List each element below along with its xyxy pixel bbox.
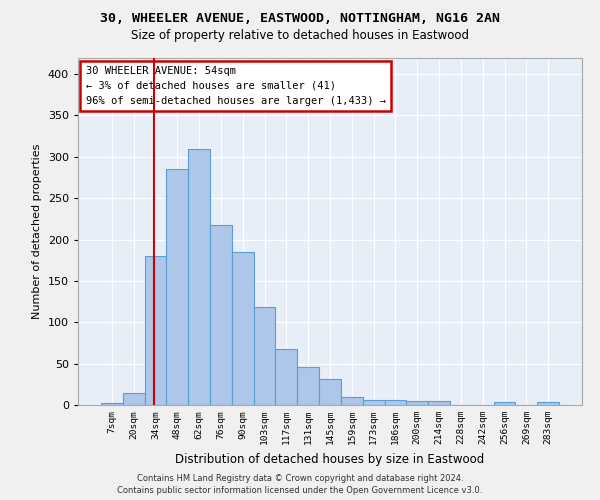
- Bar: [254, 308, 275, 405]
- Bar: [145, 256, 166, 405]
- Bar: [166, 169, 188, 405]
- Y-axis label: Number of detached properties: Number of detached properties: [32, 144, 42, 319]
- Bar: [363, 400, 385, 405]
- Text: Contains public sector information licensed under the Open Government Licence v3: Contains public sector information licen…: [118, 486, 482, 495]
- Text: 30, WHEELER AVENUE, EASTWOOD, NOTTINGHAM, NG16 2AN: 30, WHEELER AVENUE, EASTWOOD, NOTTINGHAM…: [100, 12, 500, 26]
- Text: Size of property relative to detached houses in Eastwood: Size of property relative to detached ho…: [131, 29, 469, 42]
- Bar: [123, 392, 145, 405]
- Bar: [275, 348, 297, 405]
- Bar: [428, 401, 450, 405]
- Text: Contains HM Land Registry data © Crown copyright and database right 2024.: Contains HM Land Registry data © Crown c…: [137, 474, 463, 483]
- Bar: [494, 402, 515, 405]
- Bar: [188, 148, 210, 405]
- Bar: [385, 400, 406, 405]
- Bar: [232, 252, 254, 405]
- Bar: [537, 402, 559, 405]
- X-axis label: Distribution of detached houses by size in Eastwood: Distribution of detached houses by size …: [175, 452, 485, 466]
- Bar: [319, 380, 341, 405]
- Bar: [210, 224, 232, 405]
- Text: 30 WHEELER AVENUE: 54sqm
← 3% of detached houses are smaller (41)
96% of semi-de: 30 WHEELER AVENUE: 54sqm ← 3% of detache…: [86, 66, 386, 106]
- Bar: [101, 402, 123, 405]
- Bar: [341, 396, 363, 405]
- Bar: [406, 401, 428, 405]
- Bar: [297, 367, 319, 405]
